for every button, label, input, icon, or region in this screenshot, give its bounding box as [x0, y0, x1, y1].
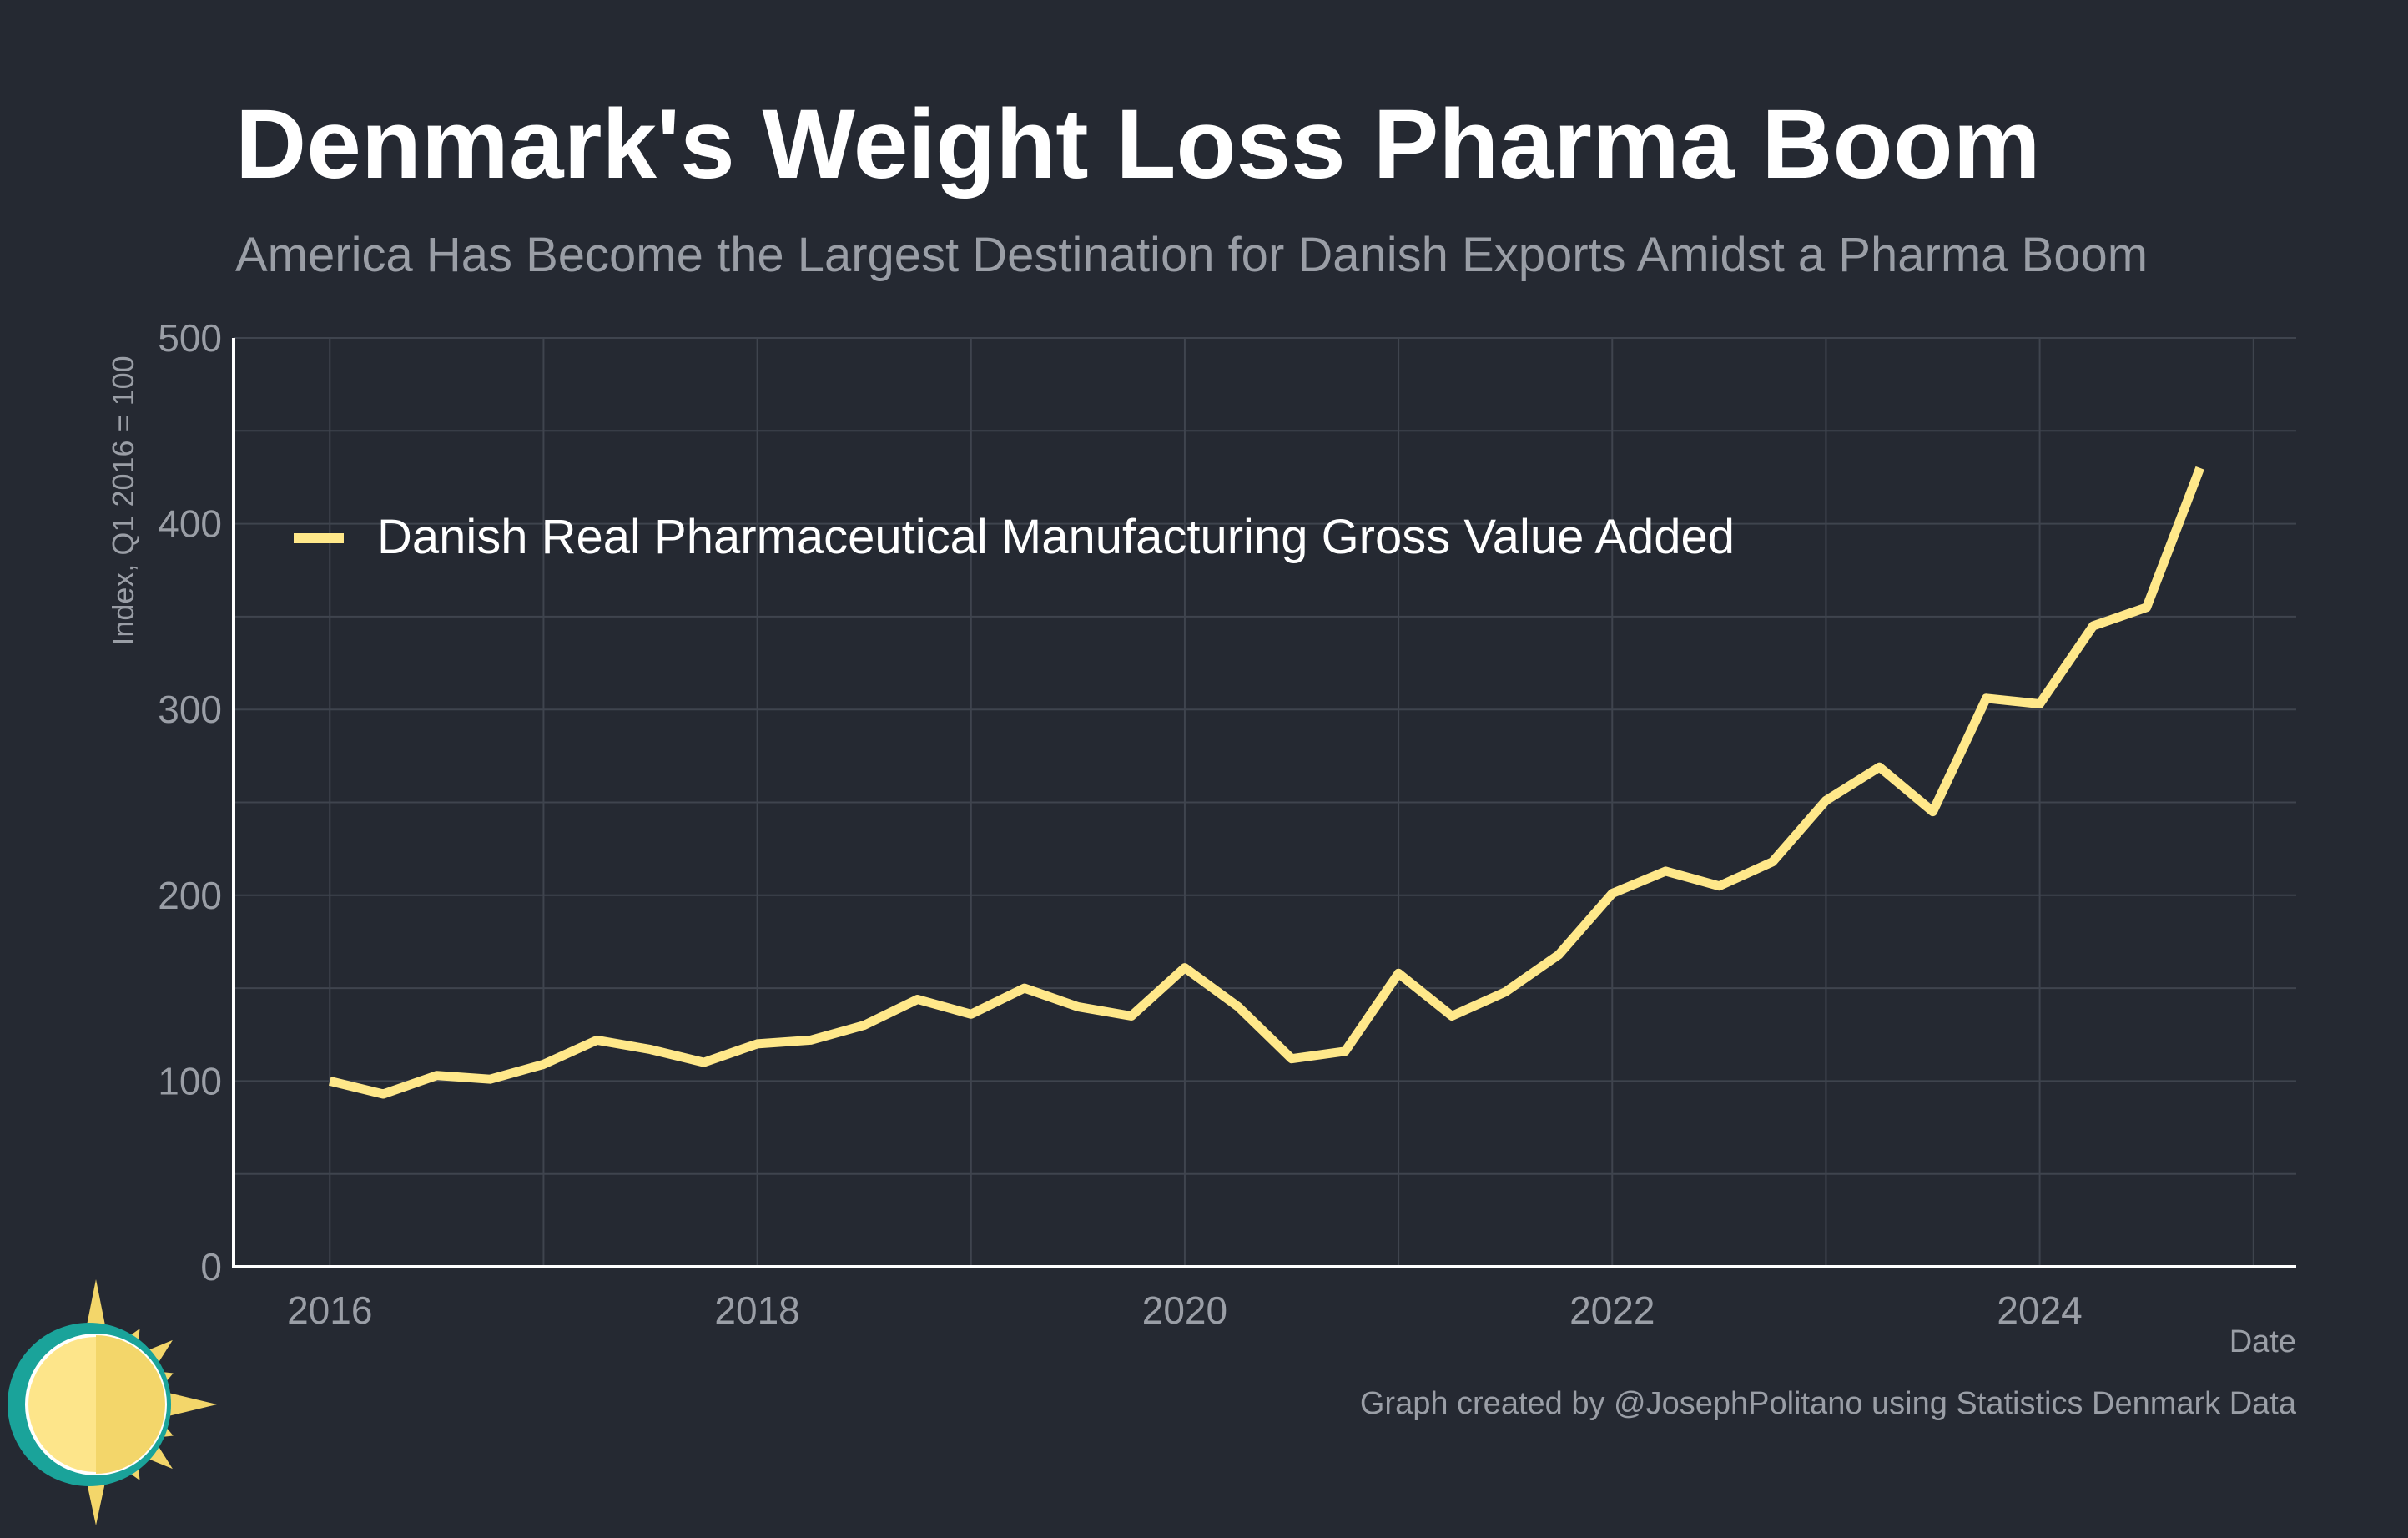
x-tick-label: 2016 — [287, 1288, 372, 1332]
y-tick-label: 500 — [158, 316, 222, 360]
x-tick-label: 2022 — [1569, 1288, 1655, 1332]
y-tick-label: 0 — [200, 1245, 222, 1288]
chart-subtitle: America Has Become the Largest Destinati… — [235, 228, 2149, 282]
y-tick-label: 100 — [158, 1059, 222, 1102]
x-axis-label: Date — [2229, 1324, 2296, 1359]
legend-label: Danish Real Pharmaceutical Manufacturing… — [377, 510, 1735, 564]
series-group — [328, 466, 2204, 1099]
y-axis-label: Index, Q1 2016 = 100 — [106, 356, 140, 645]
chart-title: Denmark's Weight Loss Pharma Boom — [235, 89, 2041, 199]
logo-sun-wedge — [96, 1335, 165, 1474]
legend: Danish Real Pharmaceutical Manufacturing… — [294, 510, 1735, 564]
y-tick-label: 200 — [158, 874, 222, 917]
x-tick-labels: 2016 2018 2020 2022 2024 — [287, 1288, 2083, 1332]
y-tick-label: 400 — [158, 502, 222, 546]
y-tick-label: 300 — [158, 688, 222, 731]
x-tick-label: 2024 — [1997, 1288, 2082, 1332]
x-tick-label: 2018 — [714, 1288, 799, 1332]
series-line — [328, 466, 2204, 1099]
sun-logo-icon — [8, 1279, 217, 1525]
y-tick-labels: 0 100 200 300 400 500 — [158, 316, 222, 1288]
axes — [232, 338, 2296, 1268]
grid-lines — [234, 337, 2296, 1268]
source-caption: Graph created by @JosephPolitano using S… — [1359, 1386, 2296, 1421]
x-tick-label: 2020 — [1142, 1288, 1227, 1332]
